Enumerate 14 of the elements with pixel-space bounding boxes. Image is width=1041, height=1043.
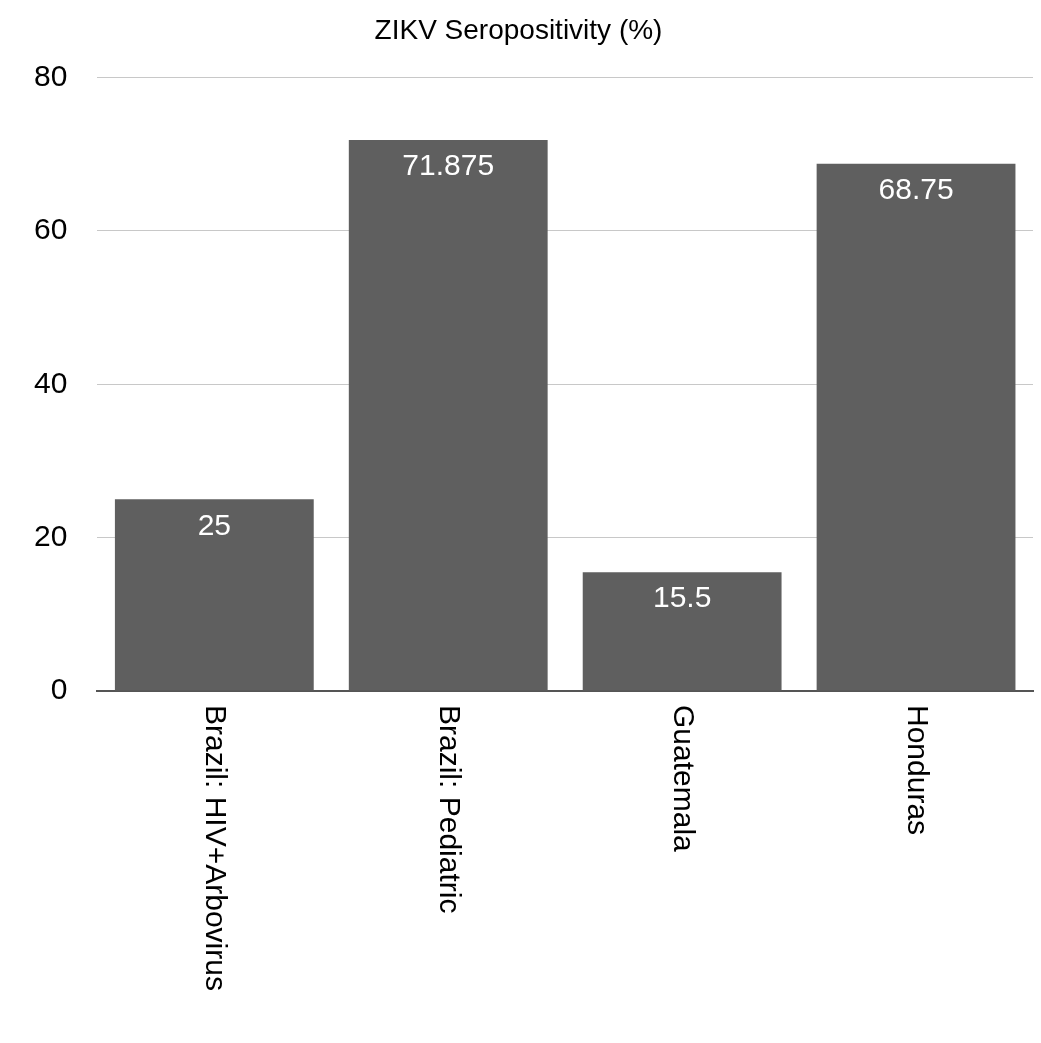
chart-title: ZIKV Seropositivity (%) (374, 13, 663, 45)
data-label: 71.875 (402, 148, 495, 182)
data-label: 25 (197, 507, 232, 541)
x-tick-label: Guatemala (667, 705, 701, 853)
y-tick-label: 20 (33, 518, 68, 552)
y-tick-label: 0 (50, 672, 68, 706)
x-tick-label: Brazil: Pediatric (433, 705, 467, 914)
y-tick-label: 80 (33, 58, 68, 92)
y-tick-label: 40 (33, 365, 68, 399)
y-tick-label: 60 (33, 212, 68, 246)
x-tick-label: Brazil: HIV+Arbovirus (200, 705, 234, 991)
data-label: 68.75 (878, 172, 954, 206)
data-label: 15.5 (652, 580, 712, 614)
x-tick-label: Honduras (901, 705, 935, 836)
